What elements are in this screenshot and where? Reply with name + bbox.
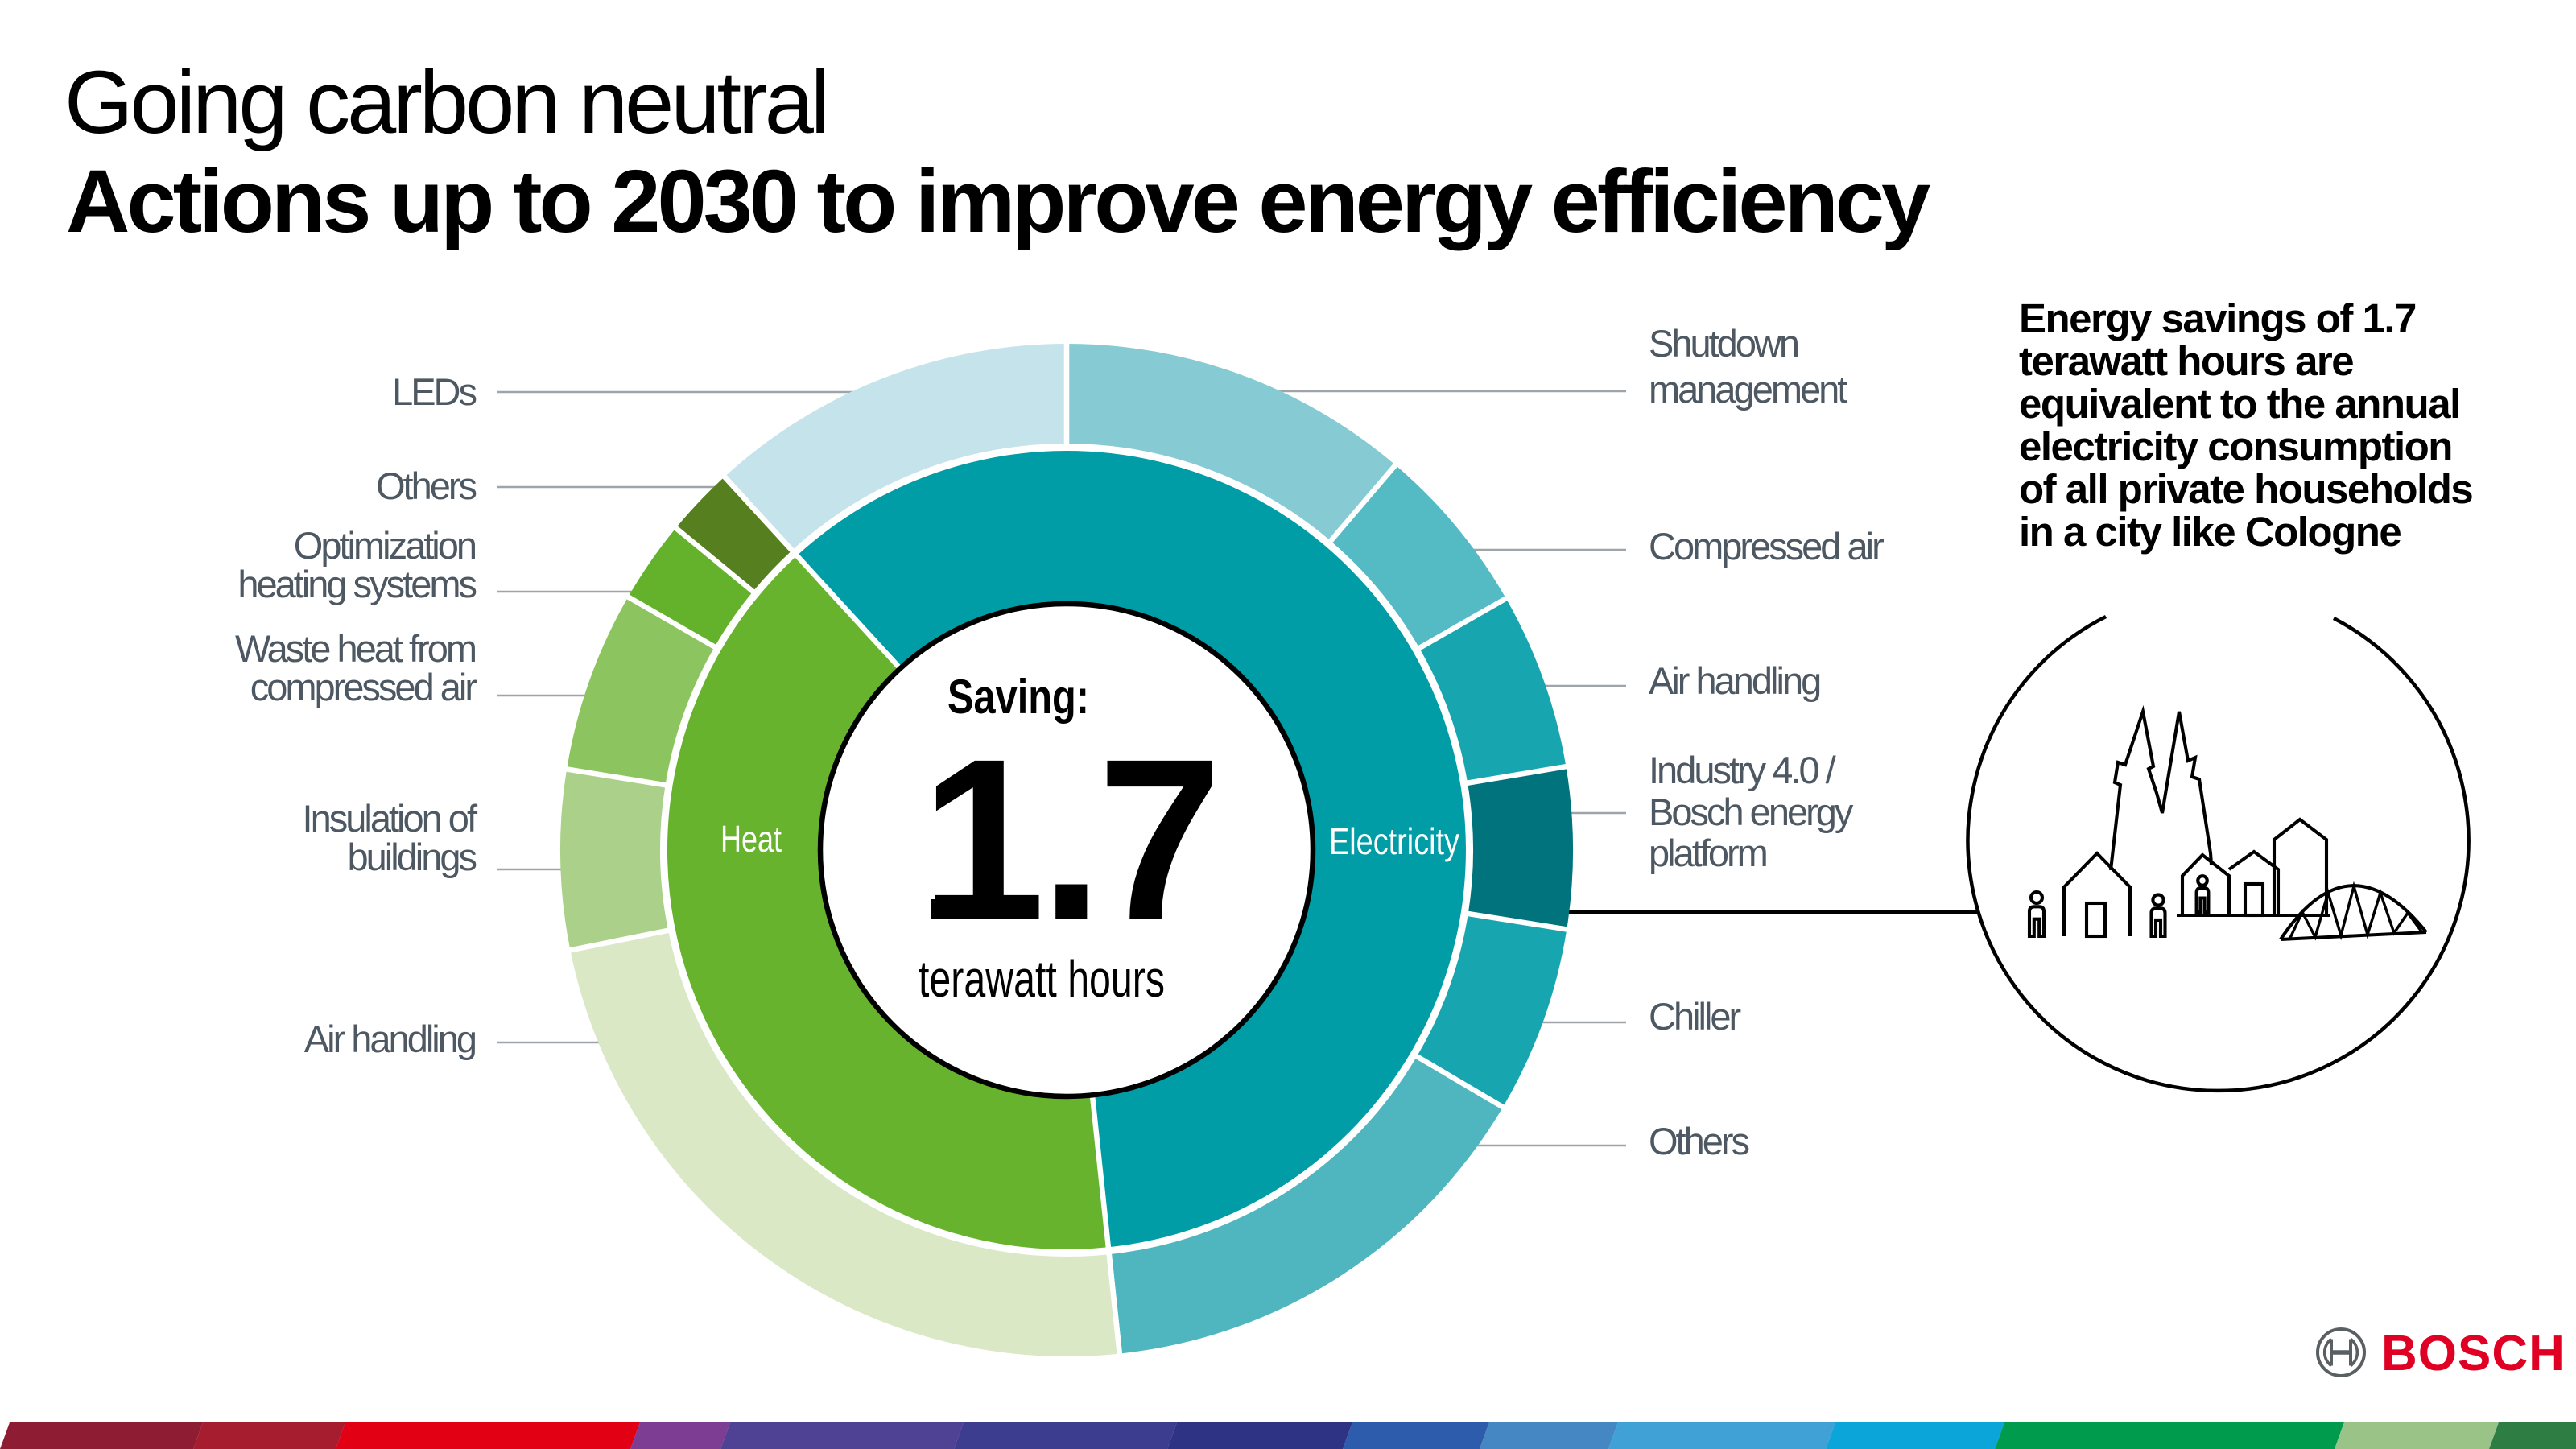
- svg-text:platform: platform: [1649, 832, 1767, 874]
- svg-text:Going carbon neutral: Going carbon neutral: [64, 53, 827, 152]
- svg-text:Industry 4.0 /: Industry 4.0 /: [1649, 749, 1837, 791]
- svg-text:BOSCH: BOSCH: [2381, 1326, 2566, 1381]
- svg-text:Saving:: Saving:: [947, 670, 1089, 724]
- svg-text:compressed air: compressed air: [250, 666, 477, 708]
- svg-text:Waste heat from: Waste heat from: [235, 627, 476, 670]
- svg-text:Energy savings of 1.7: Energy savings of 1.7: [2019, 295, 2416, 341]
- svg-text:LEDs: LEDs: [392, 370, 476, 413]
- svg-text:Air handling: Air handling: [1649, 659, 1820, 702]
- svg-text:Electricity: Electricity: [1329, 820, 1459, 862]
- svg-text:Others: Others: [1649, 1120, 1749, 1162]
- svg-text:terawatt hours are: terawatt hours are: [2019, 338, 2353, 384]
- svg-text:terawatt hours: terawatt hours: [919, 950, 1165, 1008]
- svg-text:heating systems: heating systems: [237, 563, 476, 605]
- svg-text:Chiller: Chiller: [1649, 995, 1741, 1038]
- svg-text:Heat: Heat: [720, 818, 782, 860]
- svg-text:Bosch energy: Bosch energy: [1649, 791, 1854, 833]
- svg-text:of all private households: of all private households: [2019, 466, 2472, 512]
- svg-text:Air handling: Air handling: [304, 1018, 476, 1060]
- svg-text:equivalent to the annual: equivalent to the annual: [2019, 381, 2460, 427]
- svg-text:Insulation of: Insulation of: [303, 797, 478, 840]
- svg-text:Others: Others: [376, 464, 477, 507]
- svg-text:1.7: 1.7: [921, 712, 1217, 968]
- svg-text:Optimization: Optimization: [294, 524, 476, 567]
- svg-text:management: management: [1649, 368, 1847, 411]
- svg-text:Compressed air: Compressed air: [1649, 525, 1884, 568]
- svg-text:Shutdown: Shutdown: [1649, 322, 1798, 365]
- svg-text:Actions up to 2030 to improve: Actions up to 2030 to improve energy eff…: [66, 152, 1930, 251]
- svg-text:buildings: buildings: [347, 836, 476, 878]
- svg-text:in a city like Cologne: in a city like Cologne: [2019, 509, 2401, 555]
- svg-text:electricity consumption: electricity consumption: [2019, 423, 2452, 469]
